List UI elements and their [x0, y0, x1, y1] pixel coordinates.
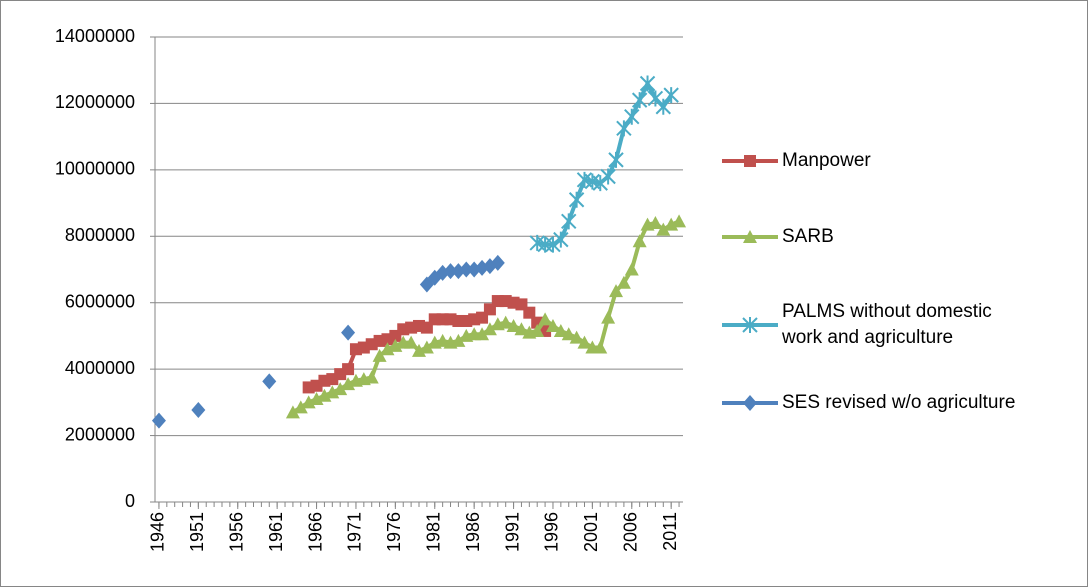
data-point: [616, 120, 632, 137]
data-point: [341, 377, 356, 391]
data-point: [388, 338, 403, 352]
data-point: [475, 327, 490, 341]
legend-marker: [743, 395, 757, 411]
data-point: [341, 324, 356, 341]
legend-marker: [744, 155, 756, 167]
data-point: [523, 306, 536, 319]
data-point: [624, 108, 640, 125]
data-point: [663, 87, 679, 104]
data-point: [593, 340, 608, 354]
data-point: [545, 318, 560, 332]
y-tick-label: 8000000: [65, 225, 135, 245]
data-point: [616, 275, 631, 289]
legend-label: Manpower: [782, 150, 871, 171]
data-point: [538, 312, 553, 326]
data-point: [609, 284, 624, 298]
data-point: [151, 412, 166, 429]
data-point: [482, 322, 497, 336]
data-point: [601, 310, 616, 324]
x-tick-label: 1976: [384, 512, 404, 552]
data-point: [285, 405, 300, 419]
data-point: [301, 395, 316, 409]
data-point: [514, 322, 529, 336]
data-point: [317, 388, 332, 402]
x-tick-label: 1991: [502, 512, 522, 552]
data-point: [561, 327, 576, 341]
data-point: [656, 222, 671, 236]
data-point: [451, 333, 466, 347]
data-point: [506, 318, 521, 332]
data-point: [624, 262, 639, 276]
legend-label: SES revised w/o agriculture: [782, 392, 1016, 413]
x-tick-label: 1946: [148, 512, 168, 552]
x-tick-label: 1951: [187, 512, 207, 552]
data-point: [372, 348, 387, 362]
data-point: [443, 263, 458, 280]
y-tick-label: 2000000: [65, 424, 135, 444]
data-point: [568, 191, 585, 208]
data-point: [569, 330, 584, 344]
data-point: [342, 363, 355, 376]
data-point: [309, 392, 324, 406]
data-point: [498, 315, 513, 329]
data-point: [459, 261, 474, 278]
data-point: [545, 236, 561, 253]
x-tick-label: 1966: [305, 512, 325, 552]
x-tick-label: 1971: [345, 512, 365, 552]
data-point: [530, 323, 545, 337]
x-tick-label: 1981: [424, 512, 444, 552]
data-point: [600, 168, 616, 185]
data-point: [672, 214, 687, 228]
data-point: [631, 92, 648, 109]
data-point: [655, 98, 672, 115]
y-tick-label: 12000000: [55, 92, 135, 112]
x-tick-label: 1956: [226, 512, 246, 552]
data-point: [490, 254, 505, 271]
x-tick-label: 2011: [660, 512, 680, 551]
data-point: [561, 213, 577, 230]
x-tick-label: 2006: [621, 512, 641, 552]
y-tick-label: 14000000: [55, 26, 135, 46]
legend-marker: [743, 230, 757, 243]
x-tick-label: 1961: [266, 512, 286, 552]
data-point: [553, 231, 569, 248]
data-point: [537, 236, 553, 253]
y-tick-label: 4000000: [65, 358, 135, 378]
x-tick-label: 2001: [581, 512, 601, 552]
data-point: [507, 296, 520, 309]
y-tick-label: 6000000: [65, 291, 135, 311]
data-point: [608, 151, 624, 168]
data-point: [664, 217, 679, 231]
y-tick-label: 0: [125, 491, 135, 511]
x-tick-label: 1986: [463, 512, 483, 552]
x-tick-label: 1996: [542, 512, 562, 552]
data-point: [380, 342, 395, 356]
data-point: [404, 335, 419, 349]
legend-label: SARB: [782, 226, 834, 247]
data-point: [553, 323, 568, 337]
legend-label: PALMS without domestic work and agricult…: [782, 301, 992, 348]
data-point: [632, 234, 647, 248]
y-tick-label: 10000000: [55, 159, 135, 179]
data-point: [419, 340, 434, 354]
data-point: [648, 216, 663, 229]
data-point: [191, 401, 206, 418]
data-point: [364, 370, 379, 384]
data-point: [639, 75, 656, 92]
data-point: [435, 333, 450, 347]
legend-marker: [742, 317, 758, 333]
data-point: [412, 343, 426, 357]
data-point: [293, 400, 308, 414]
data-point: [577, 335, 592, 349]
data-point: [333, 382, 348, 396]
data-point: [262, 373, 277, 390]
data-point: [325, 385, 340, 399]
